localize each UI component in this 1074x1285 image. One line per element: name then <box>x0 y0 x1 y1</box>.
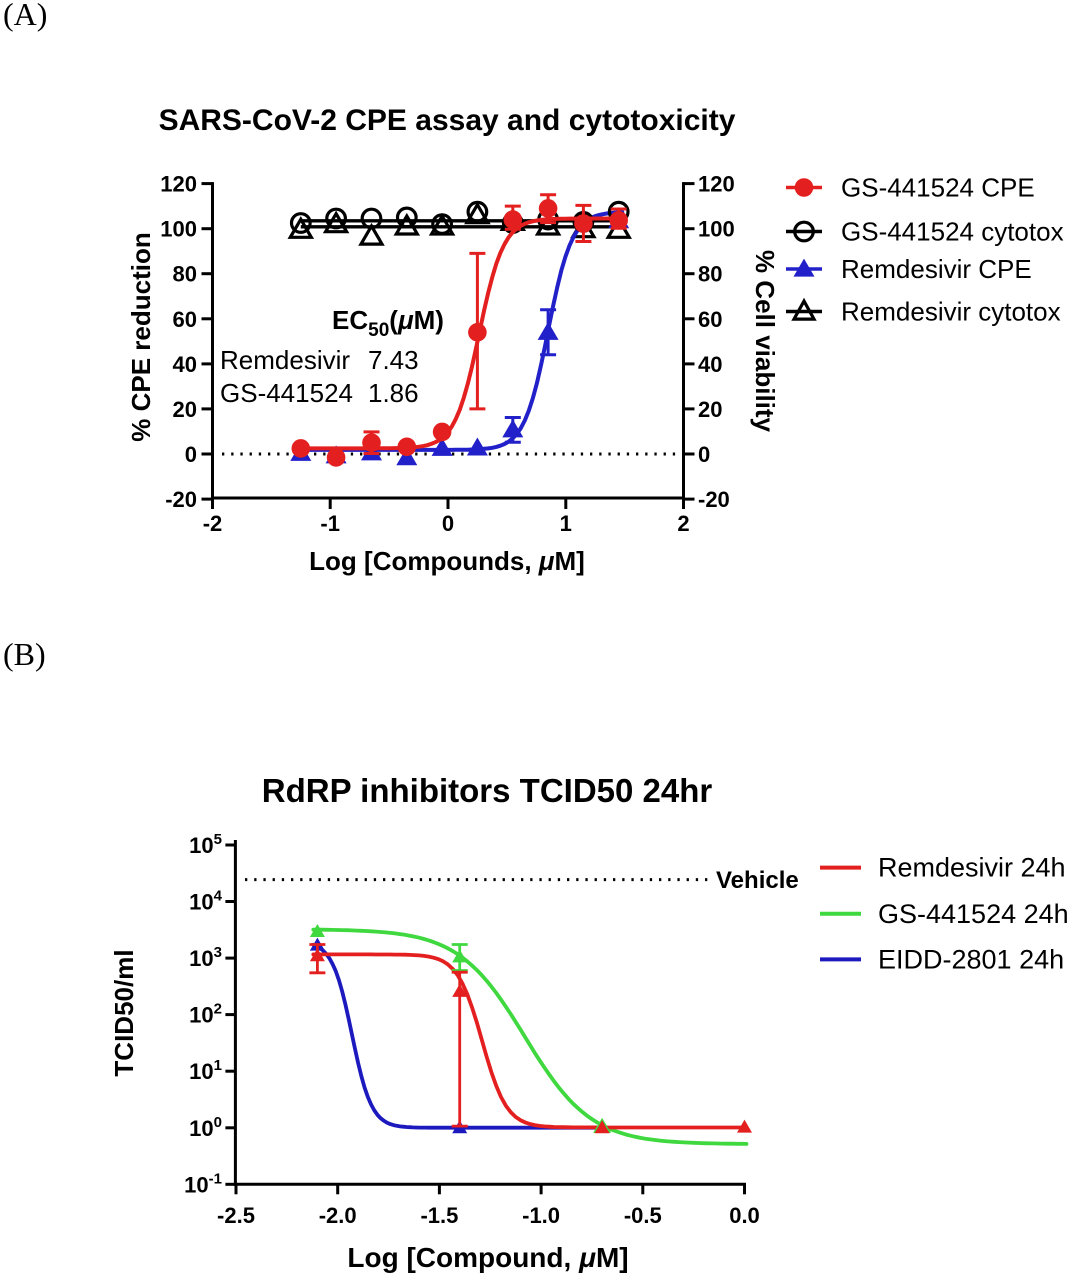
svg-text:% Cell viability: % Cell viability <box>750 250 780 433</box>
svg-text:80: 80 <box>698 262 722 287</box>
svg-text:40: 40 <box>173 352 197 377</box>
svg-text:-20: -20 <box>698 487 730 512</box>
svg-text:1: 1 <box>560 511 572 536</box>
svg-text:20: 20 <box>173 397 197 422</box>
svg-text:0: 0 <box>698 442 710 467</box>
svg-text:2: 2 <box>677 511 689 536</box>
svg-text:GS-441524 CPE: GS-441524 CPE <box>841 173 1035 203</box>
svg-text:GS-441524 24h: GS-441524 24h <box>878 899 1069 929</box>
svg-text:100: 100 <box>160 217 197 242</box>
svg-text:SARS-CoV-2 CPE assay and cytot: SARS-CoV-2 CPE assay and cytotoxicity <box>159 104 736 137</box>
svg-text:Remdesivir: Remdesivir <box>220 345 350 375</box>
svg-text:Remdesivir 24h: Remdesivir 24h <box>878 853 1066 883</box>
svg-text:% CPE reduction: % CPE reduction <box>126 232 156 441</box>
svg-text:(B): (B) <box>3 636 46 672</box>
svg-text:GS-441524 cytotox: GS-441524 cytotox <box>841 217 1064 247</box>
svg-text:-0.5: -0.5 <box>624 1203 662 1228</box>
svg-text:Vehicle: Vehicle <box>716 867 799 894</box>
svg-text:Remdesivir CPE: Remdesivir CPE <box>841 254 1032 284</box>
svg-text:20: 20 <box>698 397 722 422</box>
svg-text:-1.5: -1.5 <box>420 1203 458 1228</box>
svg-text:10-1: 10-1 <box>184 1170 222 1197</box>
svg-text:Remdesivir cytotox: Remdesivir cytotox <box>841 297 1061 327</box>
svg-text:Log [Compounds, μM]: Log [Compounds, μM] <box>309 546 585 576</box>
svg-text:RdRP inhibitors TCID50 24hr: RdRP inhibitors TCID50 24hr <box>262 772 713 809</box>
svg-text:80: 80 <box>173 262 197 287</box>
svg-text:60: 60 <box>698 307 722 332</box>
svg-text:(A): (A) <box>3 0 47 32</box>
svg-text:120: 120 <box>698 172 735 197</box>
svg-text:GS-441524: GS-441524 <box>220 378 353 408</box>
svg-text:60: 60 <box>173 307 197 332</box>
svg-text:0: 0 <box>185 442 197 467</box>
svg-text:0: 0 <box>442 511 454 536</box>
svg-text:-1.0: -1.0 <box>522 1203 560 1228</box>
svg-text:1.86: 1.86 <box>368 378 419 408</box>
svg-text:-2: -2 <box>203 511 223 536</box>
svg-text:-2.5: -2.5 <box>217 1203 255 1228</box>
svg-text:TCID50/ml: TCID50/ml <box>109 949 139 1076</box>
svg-text:Log [Compound, μM]: Log [Compound, μM] <box>347 1242 628 1273</box>
svg-text:0.0: 0.0 <box>729 1203 760 1228</box>
svg-text:EIDD-2801 24h: EIDD-2801 24h <box>878 944 1064 974</box>
svg-text:120: 120 <box>160 172 197 197</box>
svg-text:-1: -1 <box>320 511 340 536</box>
svg-text:-20: -20 <box>165 487 197 512</box>
svg-text:100: 100 <box>698 217 735 242</box>
svg-text:7.43: 7.43 <box>368 345 419 375</box>
svg-text:40: 40 <box>698 352 722 377</box>
svg-text:-2.0: -2.0 <box>319 1203 357 1228</box>
